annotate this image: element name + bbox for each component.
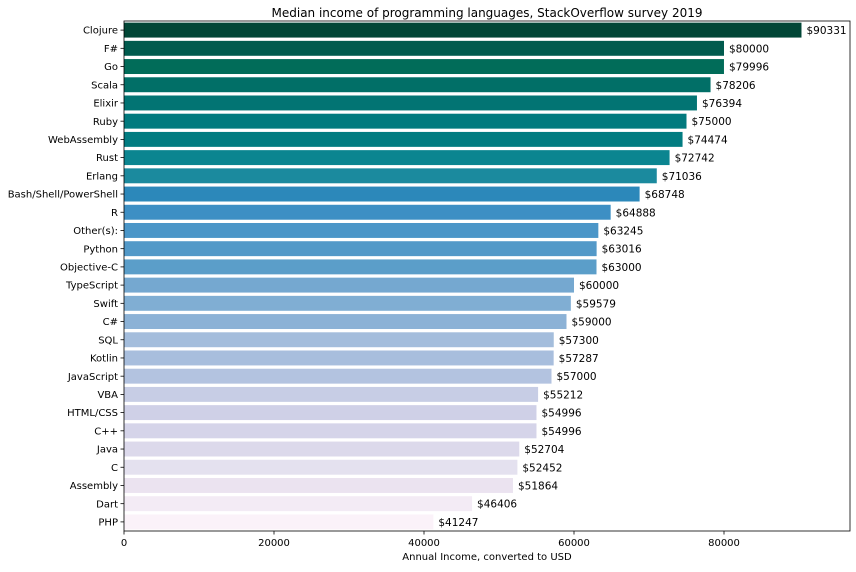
y-tick-label: Swift bbox=[93, 299, 118, 310]
bar-value-label: $63245 bbox=[603, 225, 643, 237]
chart-title: Median income of programming languages, … bbox=[272, 6, 703, 20]
bar bbox=[124, 350, 554, 366]
y-tick-label: Bash/Shell/PowerShell bbox=[8, 190, 118, 201]
y-tick-label: PHP bbox=[98, 517, 118, 528]
bar bbox=[124, 368, 552, 384]
y-tick-label: Dart bbox=[96, 499, 118, 510]
y-tick-label: TypeScript bbox=[65, 281, 118, 292]
y-tick-label: C# bbox=[103, 317, 118, 328]
bar bbox=[124, 222, 599, 238]
x-tick-label: 60000 bbox=[558, 538, 590, 549]
y-tick-label: Go bbox=[104, 62, 118, 73]
bar-value-label: $71036 bbox=[662, 171, 702, 183]
bar-value-label: $52704 bbox=[524, 444, 564, 456]
bar bbox=[124, 514, 434, 530]
y-tick-label: JavaScript bbox=[67, 372, 118, 383]
bar-value-label: $75000 bbox=[692, 116, 732, 128]
bar bbox=[124, 59, 724, 75]
y-tick-label: Other(s): bbox=[73, 226, 118, 237]
y-tick-label: R bbox=[111, 208, 118, 219]
y-tick-label: F# bbox=[104, 44, 118, 55]
bar-value-label: $68748 bbox=[645, 189, 685, 201]
y-tick-label: HTML/CSS bbox=[67, 408, 118, 419]
bar-value-label: $72742 bbox=[675, 153, 715, 165]
y-tick-label: VBA bbox=[97, 390, 118, 401]
y-tick-label: C++ bbox=[94, 426, 118, 437]
bar-value-label: $52452 bbox=[522, 462, 562, 474]
bar bbox=[124, 332, 554, 348]
bar bbox=[124, 131, 683, 147]
bar bbox=[124, 441, 520, 457]
x-tick-label: 0 bbox=[121, 538, 127, 549]
y-tick-label: Kotlin bbox=[90, 354, 118, 365]
bar-value-label: $57000 bbox=[557, 371, 597, 383]
bar bbox=[124, 314, 567, 330]
y-tick-label: Clojure bbox=[83, 26, 118, 37]
y-tick-label: Elixir bbox=[93, 99, 119, 110]
plot-frame bbox=[123, 20, 851, 532]
bar bbox=[124, 477, 513, 493]
y-tick-label: Objective-C bbox=[60, 262, 118, 273]
bar bbox=[124, 259, 597, 275]
bar-value-label: $57287 bbox=[559, 353, 599, 365]
bar bbox=[124, 22, 802, 38]
y-tick-label: Erlang bbox=[86, 171, 118, 182]
y-tick-label: SQL bbox=[98, 335, 118, 346]
x-axis-ticks: 0 20000 40000 60000 80000 bbox=[121, 531, 740, 549]
bar-value-label: $79996 bbox=[729, 62, 769, 74]
y-tick-label: Scala bbox=[91, 80, 118, 91]
bar bbox=[124, 496, 473, 512]
y-tick-label: C bbox=[111, 463, 118, 474]
bar-value-label: $74474 bbox=[688, 134, 728, 146]
bar-value-label: $51864 bbox=[518, 480, 558, 492]
y-tick-label: Rust bbox=[96, 153, 118, 164]
bar-value-label: $54996 bbox=[541, 408, 581, 420]
bar bbox=[124, 277, 574, 293]
bar bbox=[124, 295, 571, 311]
y-tick-label: Ruby bbox=[93, 117, 118, 128]
y-tick-label: WebAssembly bbox=[48, 135, 118, 146]
bar-value-label: $55212 bbox=[543, 389, 583, 401]
bar-value-label: $78206 bbox=[716, 80, 756, 92]
x-axis-label: Annual Income, converted to USD bbox=[402, 552, 572, 563]
bar-value-label: $63016 bbox=[602, 244, 642, 256]
bar-value-label: $80000 bbox=[729, 43, 769, 55]
bar bbox=[124, 150, 670, 166]
y-tick-label: Java bbox=[96, 445, 118, 456]
bar bbox=[124, 77, 711, 93]
bar bbox=[124, 186, 640, 202]
bar-value-label: $59000 bbox=[572, 317, 612, 329]
bar bbox=[124, 113, 687, 129]
bars-group bbox=[124, 22, 802, 530]
bar-value-label: $59579 bbox=[576, 298, 616, 310]
bar-value-label: $57300 bbox=[559, 335, 599, 347]
x-tick-label: 80000 bbox=[708, 538, 740, 549]
bar bbox=[124, 168, 657, 184]
bar-value-label: $60000 bbox=[579, 280, 619, 292]
bar bbox=[124, 423, 537, 439]
y-tick-label: Assembly bbox=[70, 481, 118, 492]
bar-value-label: $46406 bbox=[477, 499, 517, 511]
bar bbox=[124, 241, 597, 257]
bar bbox=[124, 204, 611, 220]
bar-value-label: $41247 bbox=[438, 517, 478, 529]
bar bbox=[124, 95, 697, 111]
bar bbox=[124, 386, 539, 402]
y-tick-label: Python bbox=[83, 244, 118, 255]
bar-value-label: $90331 bbox=[806, 25, 846, 37]
bar bbox=[124, 405, 537, 421]
bar-value-label: $76394 bbox=[702, 98, 742, 110]
x-tick-label: 20000 bbox=[258, 538, 290, 549]
bar-value-label: $54996 bbox=[541, 426, 581, 438]
x-tick-label: 40000 bbox=[408, 538, 440, 549]
value-labels-group: $90331 $80000 $79996 $78206 $76394 $75000 $744… bbox=[438, 25, 846, 529]
bar-value-label: $63000 bbox=[602, 262, 642, 274]
bar bbox=[124, 40, 724, 56]
y-axis-ticks: Clojure F# Go Scala Elixir Ruby WebAssembly Rus… bbox=[8, 26, 124, 528]
bar-value-label: $64888 bbox=[616, 207, 656, 219]
bar bbox=[124, 459, 518, 475]
